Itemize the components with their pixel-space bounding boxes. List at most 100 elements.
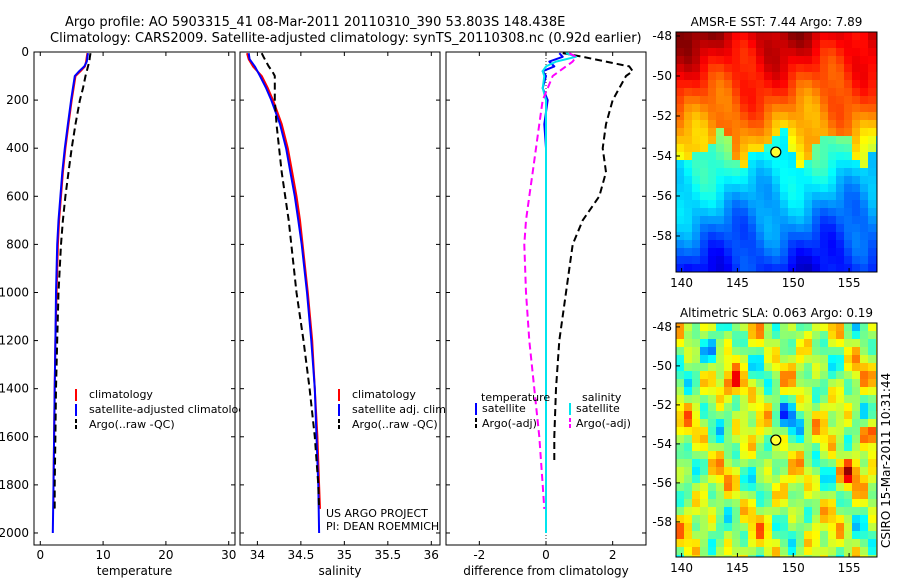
heatmap-cell <box>740 371 749 380</box>
heatmap-cell <box>804 507 813 516</box>
heatmap-cell <box>780 427 789 436</box>
heatmap-cell <box>764 168 773 177</box>
heatmap-cell <box>868 547 877 556</box>
heatmap-cell <box>772 32 781 41</box>
heatmap-cell <box>724 64 733 73</box>
heatmap-cell <box>724 176 733 185</box>
heatmap-cell <box>860 339 869 348</box>
heatmap-cell <box>828 200 837 209</box>
heatmap-cell <box>724 403 733 412</box>
heatmap-cell <box>724 32 733 41</box>
heatmap-cell <box>844 475 853 484</box>
heatmap-cell <box>764 40 773 49</box>
heatmap-cell <box>684 56 693 65</box>
heatmap-cell <box>732 200 741 209</box>
heatmap-cell <box>780 419 789 428</box>
heatmap-cell <box>812 64 821 73</box>
heatmap-cell <box>676 216 685 225</box>
heatmap-cell <box>756 339 765 348</box>
heatmap-cell <box>708 435 717 444</box>
heatmap-cell <box>700 403 709 412</box>
heatmap-cell <box>796 208 805 217</box>
heatmap-cell <box>812 459 821 468</box>
heatmap-cell <box>868 128 877 137</box>
heatmap-cell <box>676 192 685 201</box>
heatmap-cell <box>788 208 797 217</box>
heatmap-cell <box>860 104 869 113</box>
heatmap-cell <box>804 264 813 273</box>
heatmap-cell <box>860 491 869 500</box>
heatmap-cell <box>684 395 693 404</box>
heatmap-cell <box>788 323 797 332</box>
heatmap-cell <box>684 555 693 558</box>
heatmap-cell <box>868 331 877 340</box>
heatmap-cell <box>828 88 837 97</box>
heatmap-cell <box>692 72 701 81</box>
heatmap-cell <box>860 72 869 81</box>
heatmap-cell <box>716 136 725 145</box>
heatmap-cell <box>780 395 789 404</box>
heatmap-cell <box>772 443 781 452</box>
heatmap-cell <box>796 128 805 137</box>
heatmap-cell <box>820 256 829 265</box>
heatmap-cell <box>700 208 709 217</box>
heatmap-cell <box>860 363 869 372</box>
heatmap-cell <box>748 192 757 201</box>
heatmap-cell <box>812 104 821 113</box>
heatmap-cell <box>836 240 845 249</box>
heatmap-cell <box>804 331 813 340</box>
heatmap-cell <box>764 32 773 41</box>
heatmap-cell <box>812 555 821 558</box>
heatmap-cell <box>836 427 845 436</box>
heatmap-cell <box>724 507 733 516</box>
heatmap-cell <box>676 184 685 193</box>
heatmap-cell <box>796 192 805 201</box>
heatmap-cell <box>796 411 805 420</box>
heatmap-cell <box>756 555 765 558</box>
heatmap-cell <box>804 467 813 476</box>
heatmap-cell <box>700 339 709 348</box>
heatmap-cell <box>836 208 845 217</box>
heatmap-cell <box>676 144 685 153</box>
heatmap-cell <box>748 216 757 225</box>
x-tick-label: 150 <box>782 561 805 575</box>
heatmap-cell <box>844 483 853 492</box>
heatmap-cell <box>716 64 725 73</box>
heatmap-cell <box>780 144 789 153</box>
heatmap-cell <box>692 475 701 484</box>
heatmap-cell <box>756 152 765 161</box>
heatmap-cell <box>828 208 837 217</box>
heatmap-cell <box>732 216 741 225</box>
heatmap-cell <box>708 208 717 217</box>
heatmap-cell <box>716 224 725 233</box>
heatmap-cell <box>860 112 869 121</box>
heatmap-cell <box>676 248 685 257</box>
heatmap-cell <box>780 371 789 380</box>
heatmap-cell <box>836 379 845 388</box>
heatmap-cell <box>852 208 861 217</box>
heatmap-cell <box>684 539 693 548</box>
heatmap-cell <box>716 347 725 356</box>
heatmap-cell <box>868 40 877 49</box>
heatmap-cell <box>844 176 853 185</box>
heatmap-cell <box>844 80 853 89</box>
map-frame <box>675 322 878 558</box>
heatmap-cell <box>676 232 685 241</box>
heatmap-cell <box>812 387 821 396</box>
heatmap-cell <box>804 395 813 404</box>
heatmap-cell <box>732 264 741 273</box>
heatmap-cell <box>852 240 861 249</box>
heatmap-cell <box>700 128 709 137</box>
project-credit-line2: PI: DEAN ROEMMICH <box>326 520 439 533</box>
heatmap-cell <box>812 144 821 153</box>
heatmap-cell <box>700 136 709 145</box>
heatmap-cell <box>740 531 749 540</box>
heatmap-cell <box>724 248 733 257</box>
heatmap-cell <box>716 443 725 452</box>
heatmap-cell <box>724 475 733 484</box>
heatmap-cell <box>764 403 773 412</box>
heatmap-cell <box>756 363 765 372</box>
heatmap-cell <box>844 403 853 412</box>
heatmap-cell <box>684 467 693 476</box>
heatmap-cell <box>732 387 741 396</box>
